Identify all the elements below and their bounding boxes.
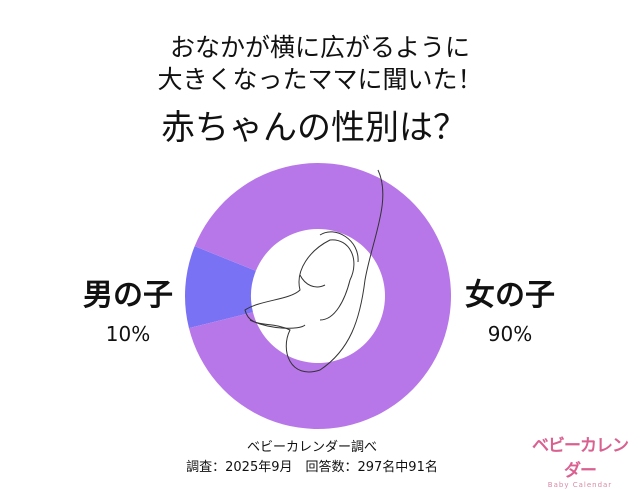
label-male: 男の子 10% [68,270,188,346]
label-male-value: 10% [105,322,151,346]
source-note: ベビーカレンダー調べ [246,440,377,455]
label-male-name: 男の子 [83,278,173,313]
logo-en: Baby Calendar [547,481,613,489]
title-line-2: 大きくなったママに聞いた！ [157,65,483,94]
slice-male [185,246,256,329]
title-line-1: おなかが横に広がるように [169,33,470,62]
baby-line-illustration [244,169,384,373]
baby-calendar-logo: ベビーカレンダー Baby Calendar [530,431,630,489]
label-female: 女の子 90% [450,270,570,346]
survey-details: 調査：2025年9月 回答数：297名中91名 [186,460,438,475]
slice-female [188,163,451,430]
logo-jp: ベビーカレンダー [532,436,629,481]
label-female-name: 女の子 [465,278,555,313]
title-question: 赤ちゃんの性別は？ [161,108,467,148]
label-female-value: 90% [487,322,533,346]
